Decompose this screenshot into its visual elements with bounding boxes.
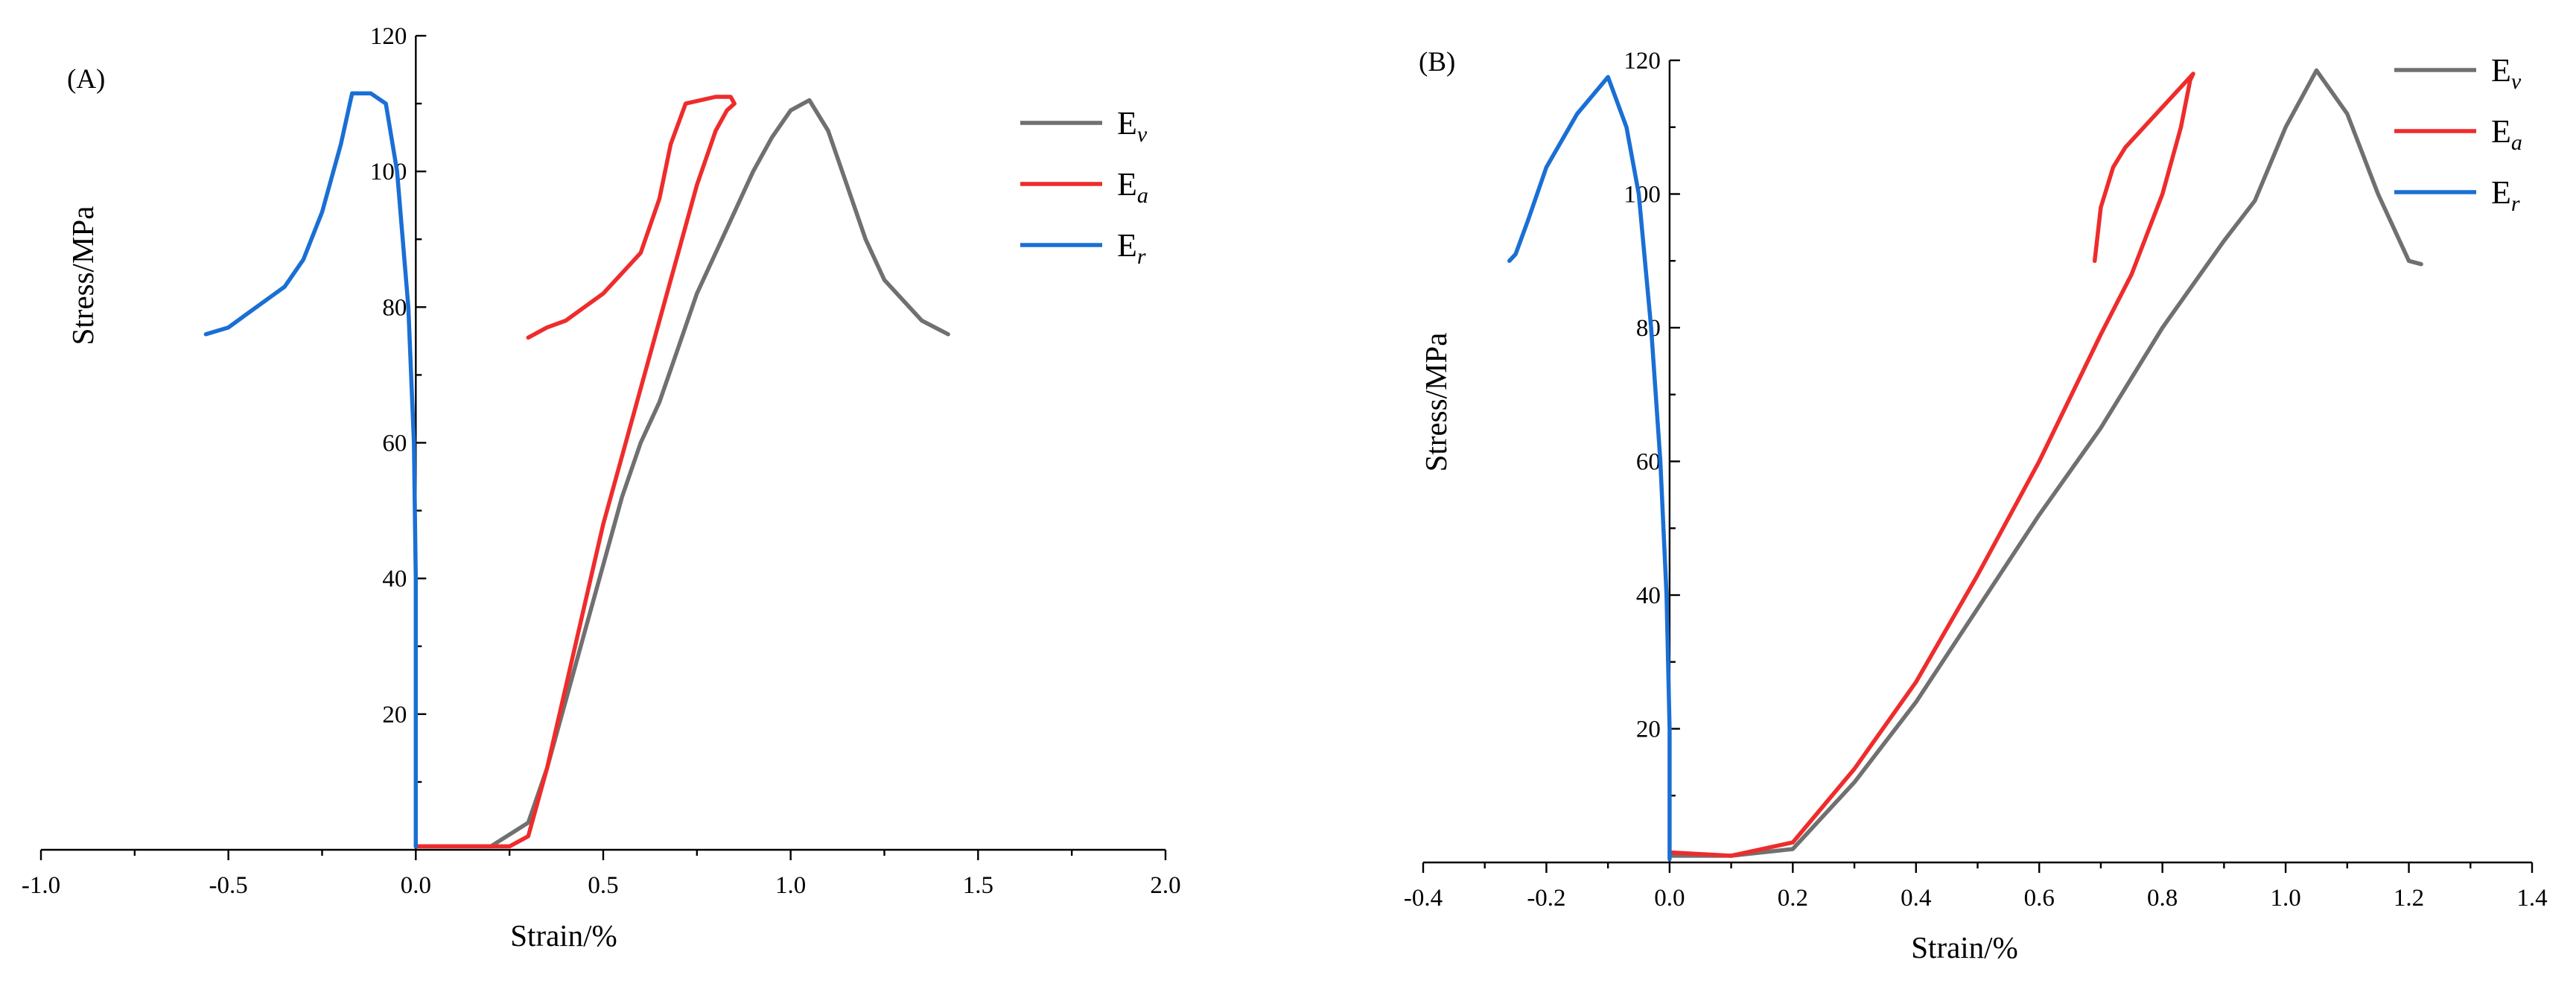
series-line-ev	[413, 98, 950, 849]
y-tick-label: 60	[382, 430, 407, 457]
legend-subscript: r	[2511, 191, 2520, 216]
legend-label-er: Er	[2491, 174, 2520, 216]
series-line-er	[203, 91, 419, 849]
y-tick-label: 40	[382, 566, 407, 593]
legend-label-ev: Ev	[2491, 52, 2522, 94]
x-tick-label: 1.5	[963, 872, 993, 899]
series-line-er	[1507, 74, 1672, 862]
x-tick-label: 1.4	[2516, 885, 2547, 912]
chart-panel-b: -0.4 -0.2 0.0 0.2 0.4 0.6 0.8 1.0 1.2 1.420406080…	[1404, 47, 2548, 964]
y-tick-label: 120	[1623, 48, 1661, 74]
x-tick-label: 0.0	[401, 872, 431, 899]
x-axis-title: Strain/%	[1911, 930, 2017, 964]
y-axis-title: Stress/MPa	[1419, 333, 1453, 472]
x-tick-label: 1.0	[775, 872, 806, 899]
y-tick-label: 80	[382, 294, 407, 321]
y-tick-label: 20	[382, 702, 407, 728]
y-tick-label: 20	[1636, 716, 1661, 743]
legend-subscript: r	[1137, 244, 1146, 269]
series-line-ea	[413, 95, 737, 849]
legend-label-er: Er	[1117, 227, 1146, 269]
x-tick-label: 0.6	[2024, 885, 2055, 912]
legend-subscript: v	[2511, 69, 2522, 94]
series-line-ea	[1667, 71, 2195, 858]
legend-subscript: a	[2511, 130, 2522, 155]
panel-label: (A)	[67, 64, 105, 95]
x-tick-label: -0.4	[1404, 885, 1443, 912]
x-tick-label: -0.2	[1527, 885, 1565, 912]
chart-panel-a: -1.0 -0.5 0.0 0.5 1.0 1.5 2.0 20 40 60 80 100 120 (A)…	[22, 23, 1181, 953]
legend-label-ev: Ev	[1117, 105, 1148, 147]
x-tick-label: 2.0	[1150, 872, 1180, 899]
series-line-ev	[1667, 68, 2423, 858]
panel-label: (B)	[1419, 47, 1455, 77]
x-tick-label: -1.0	[22, 872, 60, 899]
y-tick-label: 120	[370, 23, 407, 50]
x-tick-label: 0.8	[2147, 885, 2178, 912]
y-axis-title: Stress/MPa	[66, 206, 100, 346]
legend-label-ea: Ea	[2491, 113, 2522, 155]
legend-subscript: v	[1137, 122, 1148, 147]
x-tick-label: -0.5	[209, 872, 248, 899]
x-tick-label: 0.5	[588, 872, 618, 899]
y-tick-label: 100	[1623, 182, 1661, 209]
legend: Ev Ea Er	[2394, 52, 2522, 216]
y-tick-label: 60	[1636, 449, 1661, 476]
x-tick-label: 1.0	[2270, 885, 2300, 912]
legend-label-ea: Ea	[1117, 166, 1148, 208]
x-tick-label: 0.4	[1901, 885, 1931, 912]
x-axis-title: Strain/%	[510, 918, 617, 953]
x-tick-label: 0.2	[1778, 885, 1808, 912]
legend: Ev Ea Er	[1020, 105, 1148, 269]
x-tick-label: 0.0	[1654, 885, 1685, 912]
y-tick-label: 40	[1636, 582, 1661, 609]
legend-subscript: a	[1137, 183, 1148, 208]
y-tick-label: 100	[370, 159, 407, 185]
x-tick-label: 1.2	[2394, 885, 2424, 912]
